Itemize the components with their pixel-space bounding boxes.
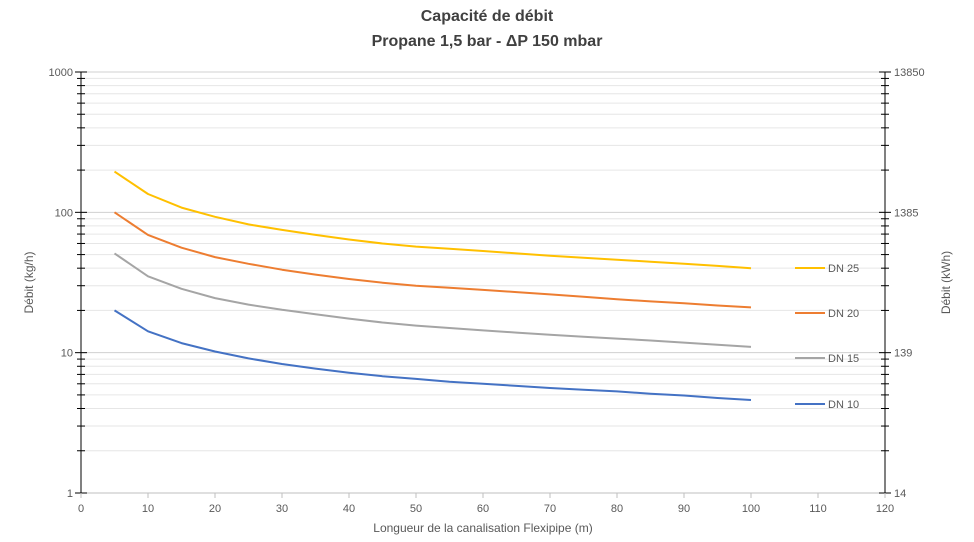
chart-title: Capacité de débit	[420, 8, 554, 25]
legend-label: DN 15	[828, 353, 859, 365]
x-tick-label: 70	[544, 503, 556, 515]
x-axis-title: Longueur de la canalisation Flexipipe (m…	[373, 521, 592, 535]
y-axis-title: Débit (kg/h)	[22, 251, 36, 313]
x-tick-label: 90	[678, 503, 690, 515]
legend-label: DN 25	[828, 263, 859, 275]
y2-tick-label: 1385	[894, 207, 918, 219]
series-line	[113, 211, 752, 309]
y-tick-label: 10	[61, 348, 73, 360]
y-tick-label: 1	[67, 488, 73, 500]
x-tick-label: 40	[343, 503, 355, 515]
y2-tick-label: 14	[894, 488, 906, 500]
y-tick-label: 100	[55, 207, 73, 219]
x-tick-label: 50	[410, 503, 422, 515]
x-tick-label: 80	[611, 503, 623, 515]
series-line	[113, 252, 752, 348]
legend-label: DN 20	[828, 308, 859, 320]
y2-axis-title: Débit (kWh)	[939, 251, 953, 314]
x-tick-label: 110	[809, 503, 827, 515]
x-tick-label: 60	[477, 503, 489, 515]
x-tick-label: 10	[142, 503, 154, 515]
x-tick-label: 100	[742, 503, 760, 515]
y2-tick-label: 13850	[894, 67, 925, 79]
x-tick-label: 30	[276, 503, 288, 515]
x-tick-label: 120	[876, 503, 894, 515]
chart-subtitle: Propane 1,5 bar - ΔP 150 mbar	[371, 33, 603, 50]
x-tick-label: 0	[78, 503, 84, 515]
legend-label: DN 10	[828, 399, 859, 411]
series-line	[113, 170, 752, 270]
y-tick-label: 1000	[49, 67, 73, 79]
series-line	[113, 309, 752, 401]
y2-tick-label: 139	[894, 348, 912, 360]
x-tick-label: 20	[209, 503, 221, 515]
